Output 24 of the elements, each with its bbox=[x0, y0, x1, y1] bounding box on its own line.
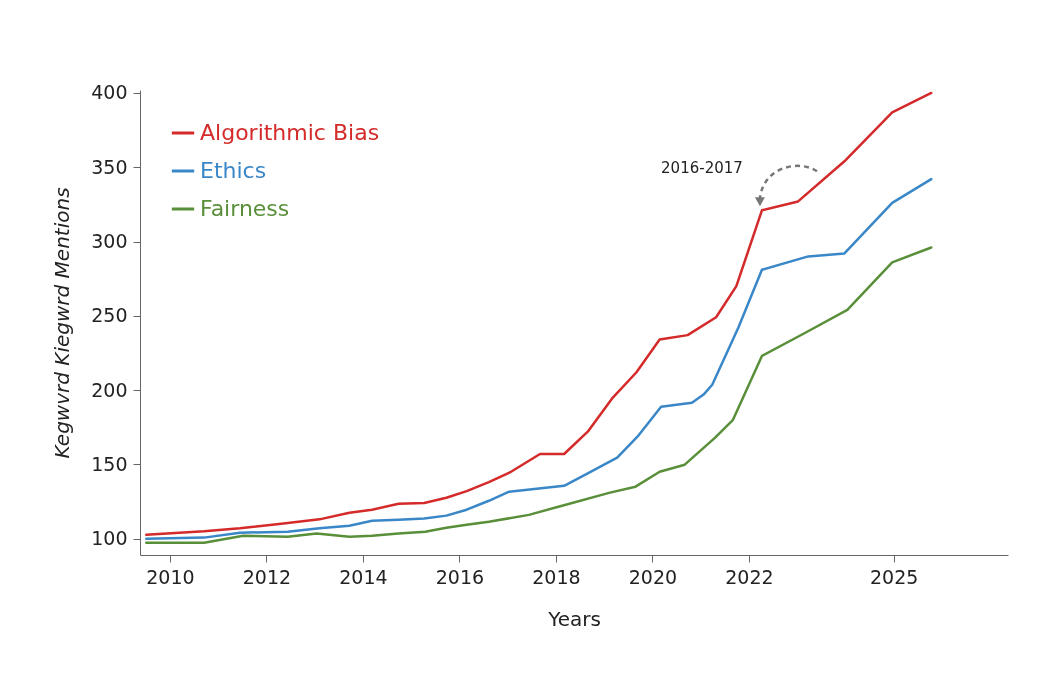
x-tick-label: 2018 bbox=[532, 565, 581, 588]
x-tick-label: 2025 bbox=[869, 565, 919, 588]
x-tick-label: 2016 bbox=[435, 565, 485, 588]
x-tick-label: 2022 bbox=[725, 565, 774, 588]
line-series bbox=[145, 177, 933, 540]
x-tick-label: 2010 bbox=[146, 565, 195, 588]
line-series bbox=[145, 91, 933, 536]
line-series bbox=[145, 246, 933, 544]
legend-label: Fairness bbox=[200, 196, 290, 221]
y-tick-label: 200 bbox=[91, 378, 128, 401]
y-tick-label: 350 bbox=[91, 155, 128, 178]
annotation: 2016-2017 bbox=[661, 159, 743, 178]
y-tick-label: 400 bbox=[91, 81, 128, 104]
legend-label: Ethics bbox=[200, 158, 267, 183]
x-tick-label: 2012 bbox=[242, 565, 292, 588]
x-tick-label: 2014 bbox=[339, 565, 388, 588]
legend-label: Algorithmic Bias bbox=[200, 120, 380, 145]
y-tick-label: 300 bbox=[91, 230, 128, 253]
x-axis-title: Years bbox=[547, 606, 601, 631]
y-axis-title: Kegwvrd Kiegwrd Mentions bbox=[50, 187, 75, 459]
y-tick-label: 150 bbox=[91, 452, 128, 475]
y-tick-label: 100 bbox=[91, 527, 128, 550]
x-tick-label: 2020 bbox=[628, 565, 678, 588]
y-tick-label: 250 bbox=[91, 304, 128, 327]
